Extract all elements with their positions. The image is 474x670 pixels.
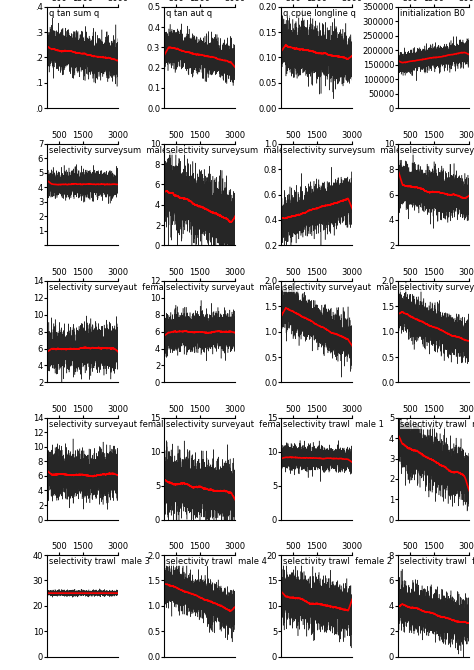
- Text: selectivity surveysum  male 1: selectivity surveysum male 1: [49, 146, 175, 155]
- Text: selectivity surveyaut  male 2: selectivity surveyaut male 2: [400, 283, 474, 292]
- Text: selectivity surveysum  male 12: selectivity surveysum male 12: [283, 146, 414, 155]
- Text: q tan aut q: q tan aut q: [166, 9, 212, 17]
- Text: selectivity trawl  male 2: selectivity trawl male 2: [400, 420, 474, 429]
- Text: selectivity surveyaut  female 12: selectivity surveyaut female 12: [49, 283, 184, 292]
- Text: selectivity surveyaut  female 2: selectivity surveyaut female 2: [166, 420, 296, 429]
- Text: initialization B0: initialization B0: [400, 9, 465, 17]
- Text: q cpue longline q: q cpue longline q: [283, 9, 356, 17]
- Text: selectivity surveyaut  male 2: selectivity surveyaut male 2: [283, 283, 405, 292]
- Text: selectivity trawl  male 1: selectivity trawl male 1: [283, 420, 383, 429]
- Text: selectivity trawl  male 3: selectivity trawl male 3: [49, 557, 150, 566]
- Text: selectivity trawl  female 2: selectivity trawl female 2: [283, 557, 392, 566]
- Text: selectivity trawl  female 2: selectivity trawl female 2: [400, 557, 474, 566]
- Text: selectivity surveyaut female 1: selectivity surveyaut female 1: [49, 420, 176, 429]
- Text: q tan sum q: q tan sum q: [49, 9, 99, 17]
- Text: selectivity surveyaut  male 1: selectivity surveyaut male 1: [166, 283, 288, 292]
- Text: selectivity surveysum  female: selectivity surveysum female: [400, 146, 474, 155]
- Text: selectivity surveysum  male 2: selectivity surveysum male 2: [166, 146, 292, 155]
- Text: selectivity trawl  male 4: selectivity trawl male 4: [166, 557, 267, 566]
